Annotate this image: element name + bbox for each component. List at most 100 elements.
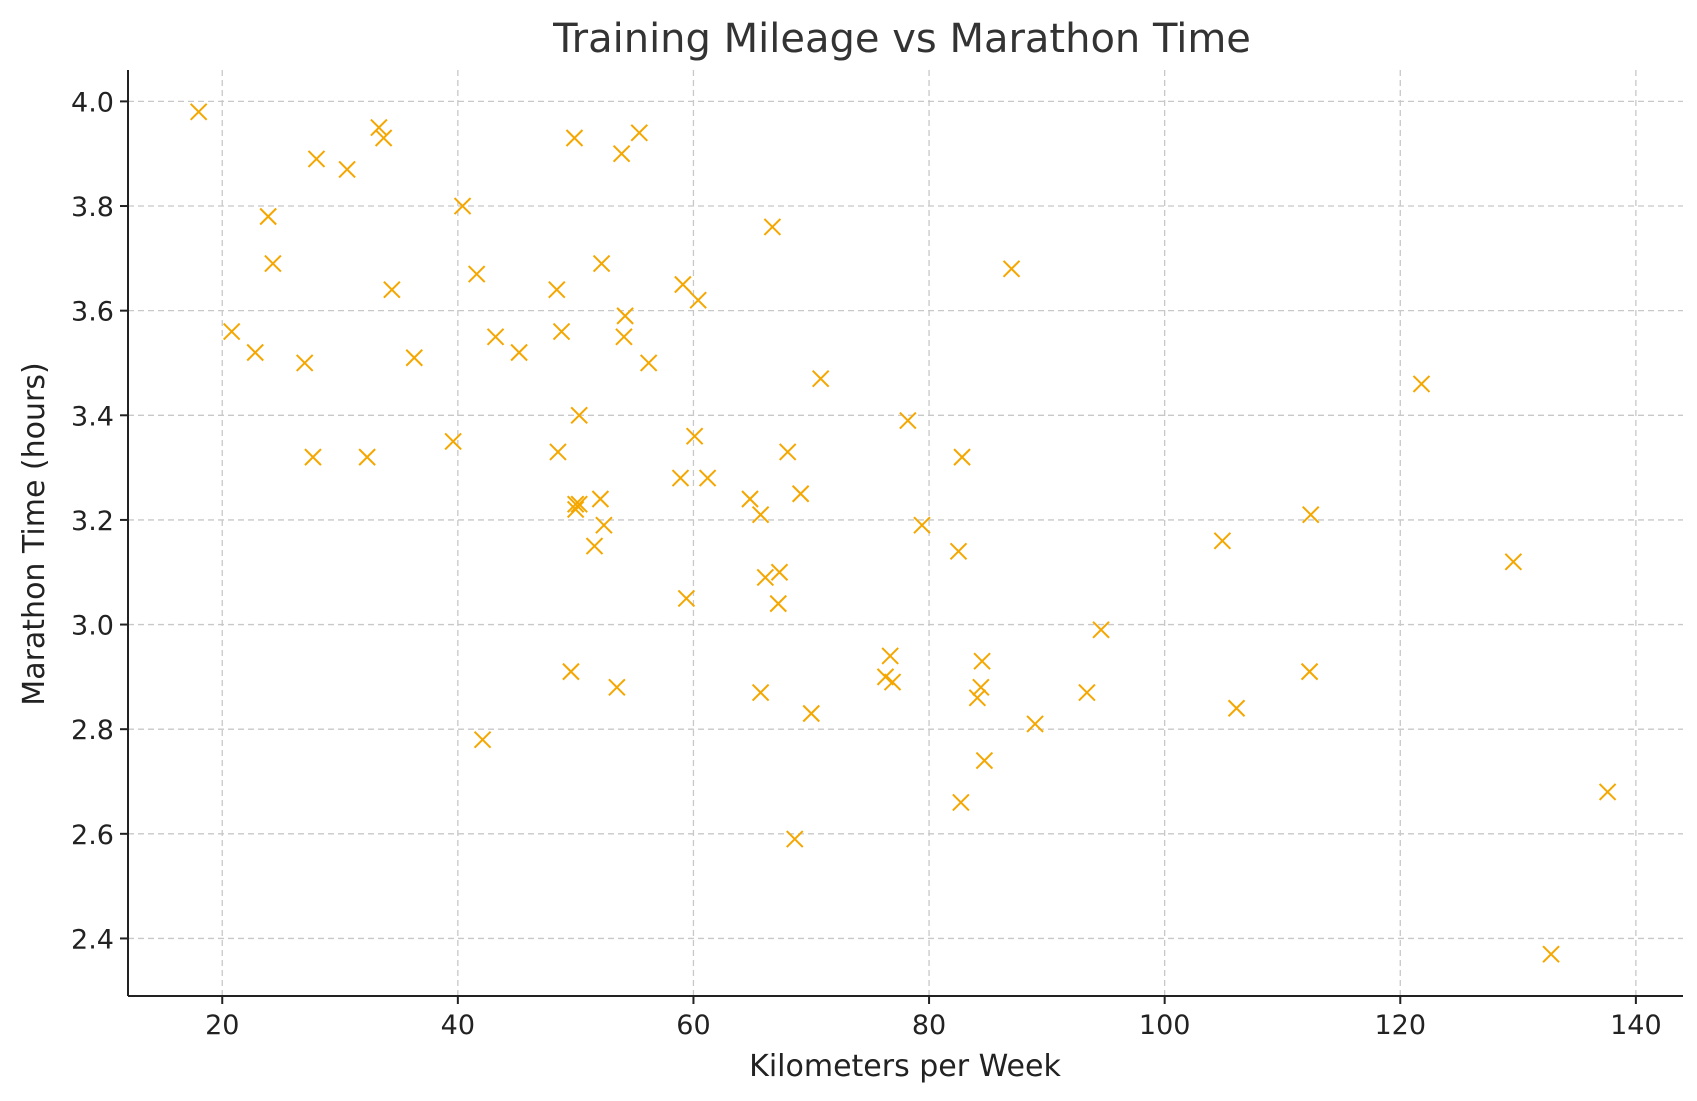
chart-title: Training Mileage vs Marathon Time [552,16,1251,62]
y-tick-label: 3.6 [71,297,114,328]
y-tick-label: 2.8 [71,715,114,746]
data-point [751,683,770,702]
data-point [591,490,610,508]
data-point [968,689,987,707]
data-point [612,144,631,163]
data-point [453,197,472,215]
x-axis-ticks: 20 40 60 80 100 120 140 [205,996,1662,1041]
data-point [953,448,971,466]
data-point [899,411,917,430]
data-point [510,343,528,362]
data-point [1598,783,1617,801]
data-point [585,537,604,555]
x-tick-label: 120 [1374,1010,1426,1041]
data-point [570,406,588,424]
data-point [975,751,994,770]
y-tick-label: 3.4 [71,401,114,432]
data-point [949,542,968,561]
data-point [689,291,707,309]
data-point [444,432,462,451]
data-point [972,678,990,697]
y-tick-label: 2.4 [71,924,114,955]
data-point [1504,553,1523,571]
data-point [671,469,690,487]
y-tick-label: 3.0 [71,611,114,642]
data-point [952,793,970,812]
data-point [370,118,388,137]
data-point [405,349,423,367]
data-point [246,343,264,362]
data-point [685,427,704,445]
data-point [338,160,356,179]
data-point [552,322,571,341]
data-point [259,207,277,226]
data-point [1002,260,1021,278]
data-point [548,281,566,299]
data-point [770,563,789,581]
data-point [592,254,611,273]
data-point [677,589,696,608]
x-tick-label: 40 [441,1010,475,1041]
data-point [565,129,584,147]
data-point [222,322,241,341]
data-point [615,328,633,346]
data-point [913,516,931,534]
data-point [189,103,208,121]
data-point [1213,532,1232,550]
data-point [741,490,759,508]
y-tick-label: 3.8 [71,192,114,223]
data-point [562,662,580,681]
data-point [473,730,492,749]
y-axis-ticks: 2.4 2.6 2.8 3.0 3.2 3.4 3.6 3.8 4.0 [71,87,128,955]
x-tick-label: 60 [676,1010,710,1041]
data-point [751,505,770,524]
data-point [549,443,567,461]
data-point [1227,699,1246,717]
data-point [486,328,505,346]
data-point [383,281,401,299]
y-axis-label: Marathon Time (hours) [17,362,52,705]
data-point [1412,375,1431,393]
data-point [769,594,787,613]
data-point [570,495,588,513]
data-point [786,830,804,848]
y-tick-label: 4.0 [71,87,114,118]
data-point [264,254,282,273]
data-point [674,275,692,294]
data-point [756,568,775,587]
data-point [876,668,895,686]
axes [127,70,1683,997]
grid [128,70,1683,996]
data-point [307,150,326,168]
data-point [566,500,585,519]
x-axis-label: Kilometers per Week [749,1049,1061,1084]
data-point [1092,621,1110,639]
data-point [802,704,820,723]
data-point [1542,945,1560,963]
data-point [639,354,658,372]
x-tick-label: 140 [1610,1010,1662,1041]
data-point [778,443,797,461]
data-point [374,129,393,147]
data-point [881,647,899,665]
data-point [791,485,810,503]
data-point [763,218,782,236]
data-point [566,495,585,513]
data-point [973,652,991,670]
data-point [1300,662,1319,681]
y-tick-label: 2.6 [71,820,114,851]
data-point [1026,715,1044,733]
data-point [304,448,322,466]
data-point [811,369,830,388]
y-tick-label: 3.2 [71,506,114,537]
data-point [1078,683,1096,702]
x-tick-label: 100 [1139,1010,1191,1041]
data-point [467,265,486,283]
x-tick-label: 20 [205,1010,239,1041]
data-point [358,448,376,466]
data-point [698,469,717,487]
data-point [295,354,314,372]
x-tick-label: 80 [912,1010,946,1041]
data-point [1302,505,1320,524]
